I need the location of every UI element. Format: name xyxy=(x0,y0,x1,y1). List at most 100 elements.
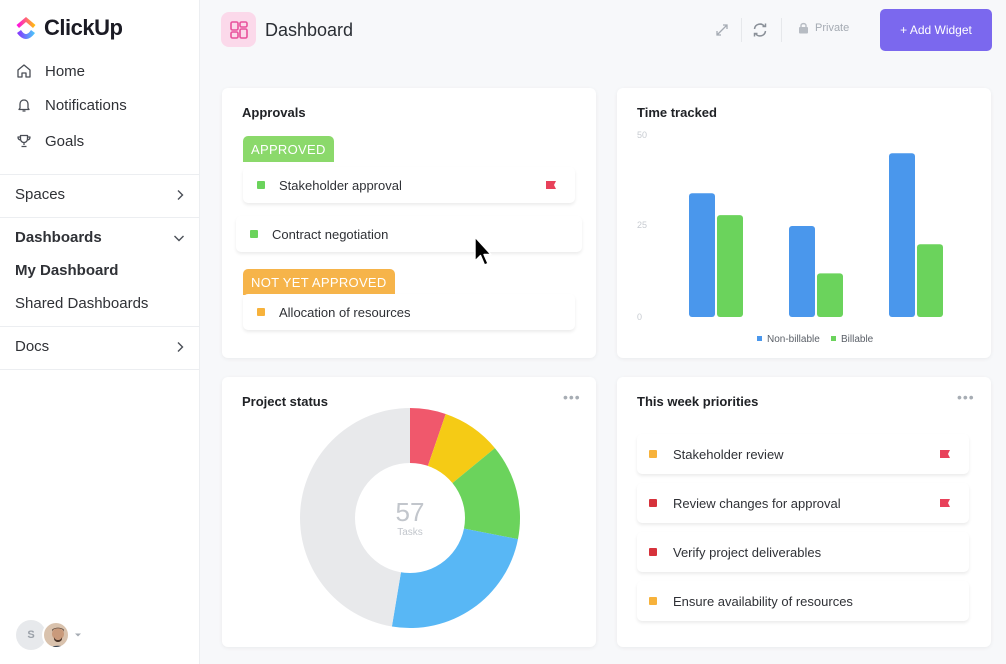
bar-billable[interactable] xyxy=(817,273,843,317)
header-divider xyxy=(781,18,782,42)
sidebar-docs[interactable]: Docs xyxy=(15,338,185,355)
user-menu[interactable]: S xyxy=(16,620,83,650)
task-label: Allocation of resources xyxy=(279,304,411,320)
page-title: Dashboard xyxy=(265,20,354,40)
chevron-right-icon xyxy=(177,189,184,200)
priority-label: Verify project deliverables xyxy=(673,544,822,560)
bell-icon xyxy=(15,96,33,114)
flag-icon[interactable] xyxy=(545,180,557,190)
project-status-title: Project status xyxy=(242,394,328,409)
time-tracked-chart: 50 25 0 Non-billable Billable xyxy=(637,130,943,345)
approvals-card: Approvals APPROVED Stakeholder approval … xyxy=(222,88,596,358)
sidebar-item-shared-dashboards[interactable]: Shared Dashboards xyxy=(15,295,149,312)
approvals-title: Approvals xyxy=(242,105,306,120)
approval-task[interactable]: Contract negotiation xyxy=(236,216,582,252)
priority-item[interactable]: Review changes for approval xyxy=(637,483,969,523)
status-square xyxy=(257,181,265,189)
expand-icon[interactable] xyxy=(713,21,731,39)
time-tracked-title: Time tracked xyxy=(637,105,717,120)
legend-swatch xyxy=(831,336,836,341)
y-tick-label: 0 xyxy=(637,312,642,322)
sidebar-divider xyxy=(0,174,200,175)
more-options-icon[interactable]: ••• xyxy=(957,389,975,405)
donut-slice[interactable] xyxy=(300,408,410,627)
status-square xyxy=(250,230,258,238)
app-name: ClickUp xyxy=(44,15,123,40)
docs-label: Docs xyxy=(15,338,50,355)
legend-swatch xyxy=(757,336,762,341)
priority-item[interactable]: Stakeholder review xyxy=(637,434,969,474)
bar-non-billable[interactable] xyxy=(689,193,715,317)
total-tasks-value: 57 xyxy=(396,497,425,527)
privacy-toggle[interactable]: Private xyxy=(798,22,849,34)
approval-task[interactable]: Allocation of resources xyxy=(243,294,575,330)
sidebar-divider xyxy=(0,369,200,370)
priority-item[interactable]: Verify project deliverables xyxy=(637,532,969,572)
priorities-card: This week priorities ••• Stakeholder rev… xyxy=(617,377,991,647)
task-label: Contract negotiation xyxy=(272,226,389,242)
task-label: Stakeholder approval xyxy=(279,177,402,193)
y-tick-label: 50 xyxy=(637,130,647,140)
priority-label: Stakeholder review xyxy=(673,446,784,462)
total-tasks-unit: Tasks xyxy=(397,527,423,538)
priority-square xyxy=(649,597,657,605)
avatar xyxy=(42,621,70,649)
priority-item[interactable]: Ensure availability of resources xyxy=(637,581,969,621)
bar-billable[interactable] xyxy=(917,244,943,317)
more-options-icon[interactable]: ••• xyxy=(563,389,581,405)
nav-home[interactable]: Home xyxy=(15,62,85,80)
spaces-label: Spaces xyxy=(15,186,66,203)
donut-center xyxy=(355,463,465,573)
sidebar-divider xyxy=(0,217,200,218)
flag-icon[interactable] xyxy=(939,498,951,508)
user-initial-avatar: S xyxy=(16,620,46,650)
flag-icon[interactable] xyxy=(939,449,951,459)
header: Dashboard Private + Add Widget xyxy=(200,0,1006,62)
chart-legend: Non-billable Billable xyxy=(757,334,874,345)
bar-non-billable[interactable] xyxy=(889,153,915,317)
chevron-down-icon xyxy=(174,235,184,241)
dashboards-label: Dashboards xyxy=(15,229,102,246)
sidebar-spaces[interactable]: Spaces xyxy=(15,186,185,203)
clickup-logo-icon xyxy=(16,17,36,39)
not-approved-group-label: NOT YET APPROVED xyxy=(243,269,395,295)
nav-notifications-label: Notifications xyxy=(45,96,127,114)
clickup-logo[interactable]: ClickUp xyxy=(14,14,123,42)
priorities-title: This week priorities xyxy=(637,394,759,409)
sidebar: ClickUp Home Notifications Goals Spaces … xyxy=(0,0,200,664)
y-tick-label: 25 xyxy=(637,220,647,230)
priority-label: Review changes for approval xyxy=(673,495,841,511)
priority-square xyxy=(649,548,657,556)
nav-goals[interactable]: Goals xyxy=(15,132,84,150)
status-square xyxy=(257,308,265,316)
nav-goals-label: Goals xyxy=(45,132,85,150)
time-tracked-card: Time tracked 50 25 0 Non-billable Billab… xyxy=(617,88,991,358)
project-status-card: Project status ••• 57 Tasks xyxy=(222,377,596,647)
header-divider xyxy=(741,18,742,42)
bar-non-billable[interactable] xyxy=(789,226,815,317)
priority-square xyxy=(649,499,657,507)
nav-home-label: Home xyxy=(45,62,86,80)
sidebar-dashboards[interactable]: Dashboards xyxy=(15,229,185,246)
add-widget-button[interactable]: + Add Widget xyxy=(880,9,992,51)
priority-label: Ensure availability of resources xyxy=(673,593,853,609)
nav-notifications[interactable]: Notifications xyxy=(15,96,127,114)
priority-square xyxy=(649,450,657,458)
sidebar-item-my-dashboard[interactable]: My Dashboard xyxy=(15,262,119,279)
chevron-right-icon xyxy=(177,341,184,352)
bar-billable[interactable] xyxy=(717,215,743,317)
caret-down-icon xyxy=(75,633,81,637)
privacy-label: Private xyxy=(815,22,850,34)
legend-label: Non-billable xyxy=(767,334,820,345)
mouse-cursor-icon xyxy=(474,236,492,266)
project-status-chart: 57 Tasks xyxy=(300,408,520,628)
approval-task[interactable]: Stakeholder approval xyxy=(243,167,575,203)
legend-label: Billable xyxy=(841,334,874,345)
home-icon xyxy=(15,62,33,80)
lock-icon xyxy=(799,22,808,34)
sidebar-divider xyxy=(0,326,200,327)
refresh-icon[interactable] xyxy=(751,21,769,39)
approved-group-label: APPROVED xyxy=(243,136,334,162)
trophy-icon xyxy=(15,132,33,150)
dashboard-icon xyxy=(221,12,256,47)
